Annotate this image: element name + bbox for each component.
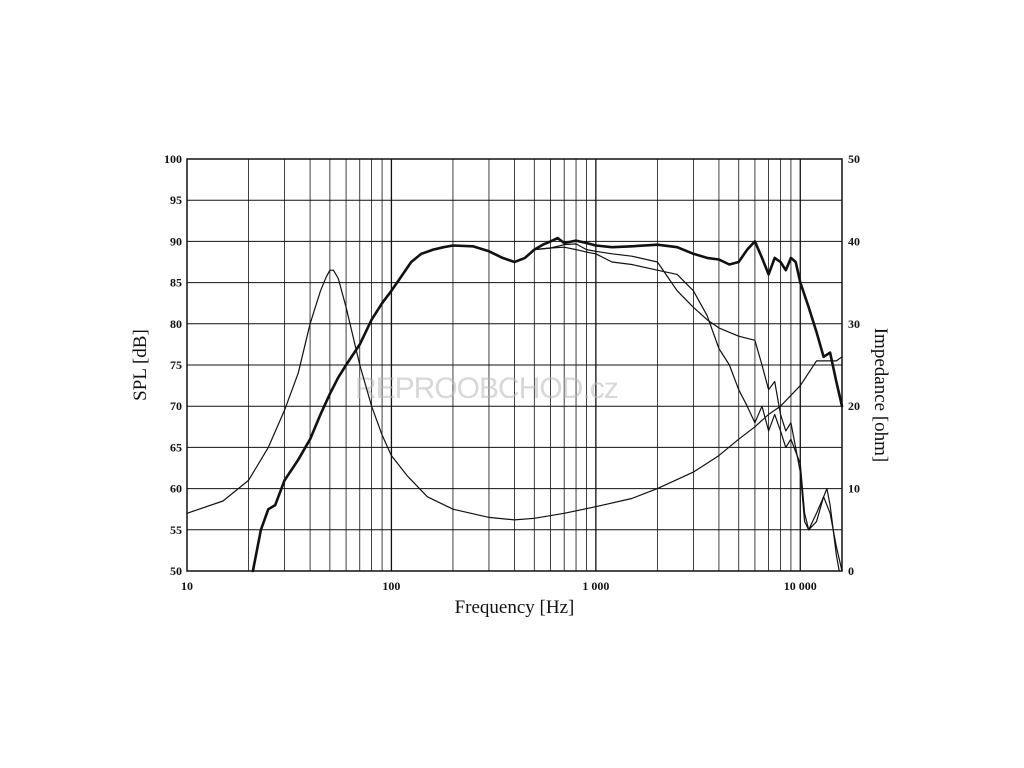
y-left-tick-label: 50 <box>170 564 182 578</box>
y-right-tick-label: 50 <box>848 152 860 166</box>
series-line-4 <box>186 269 843 521</box>
y-left-tick-label: 70 <box>170 399 182 413</box>
y-left-tick-label: 100 <box>164 152 182 166</box>
x-tick-label: 10 000 <box>784 579 817 593</box>
series-line-1 <box>251 236 844 573</box>
y-left-tick-label: 65 <box>170 440 182 454</box>
series-line-2 <box>533 243 840 572</box>
x-tick-label: 100 <box>382 579 400 593</box>
chart-series-layer <box>186 236 844 573</box>
x-axis-title: Frequency [Hz] <box>455 597 575 618</box>
y-right-tick-label: 10 <box>848 482 860 496</box>
y-right-tick-label: 0 <box>848 564 854 578</box>
chart-grid <box>187 158 842 572</box>
y-axis-right-title: Impedance [ohm] <box>870 328 891 463</box>
x-tick-label: 1 000 <box>582 579 609 593</box>
x-tick-label: 10 <box>181 579 193 593</box>
y-right-tick-label: 30 <box>848 317 860 331</box>
series-line-3 <box>533 246 843 572</box>
y-left-tick-label: 60 <box>170 482 182 496</box>
y-left-tick-label: 75 <box>170 358 182 372</box>
watermark: REPROOBCHOD.cz <box>355 372 618 405</box>
y-axis-left-title: SPL [dB] <box>130 329 151 401</box>
y-right-tick-label: 20 <box>848 399 860 413</box>
y-left-tick-label: 95 <box>170 193 182 207</box>
y-left-tick-label: 55 <box>170 523 182 537</box>
y-left-tick-label: 80 <box>170 317 182 331</box>
y-left-tick-label: 85 <box>170 276 182 290</box>
y-right-tick-label: 40 <box>848 234 860 248</box>
plot-frame <box>186 158 843 572</box>
y-left-tick-label: 90 <box>170 234 182 248</box>
